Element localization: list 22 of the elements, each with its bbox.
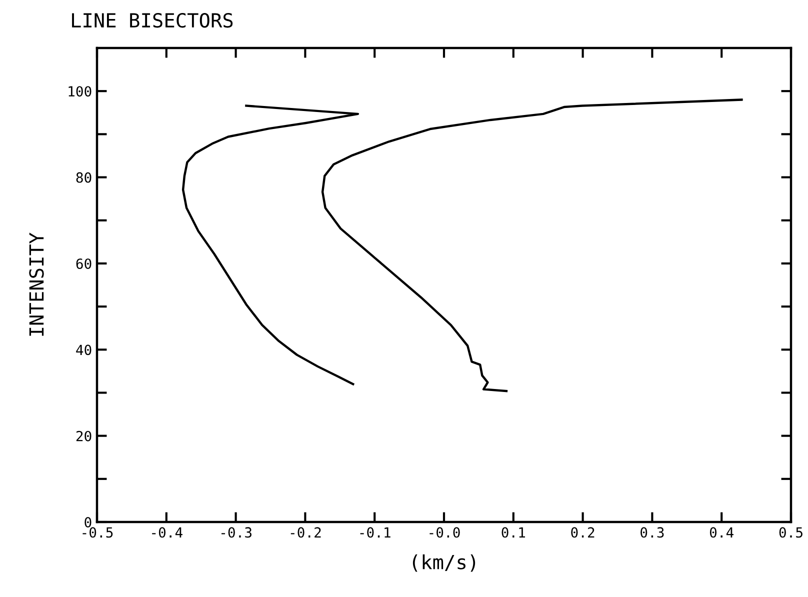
x-tick-label: -0.3 <box>221 527 252 538</box>
y-tick-label: 20 <box>76 430 92 442</box>
x-tick-label: -0.2 <box>290 527 321 538</box>
x-tick-label: 0.3 <box>640 527 664 538</box>
x-tick-label: -0.4 <box>152 527 182 538</box>
line-series <box>321 98 743 392</box>
y-axis-title: INTENSITY <box>29 232 44 336</box>
y-tick-label: 60 <box>76 258 92 269</box>
x-tick-label: -0.5 <box>82 527 113 538</box>
x-tick-label: 0.4 <box>710 527 734 538</box>
y-tick-label: 40 <box>76 344 92 356</box>
line-series <box>182 104 360 386</box>
x-tick-label: 0.2 <box>571 527 594 538</box>
y-tick-label: 100 <box>68 86 92 97</box>
x-tick-label: -0.1 <box>360 527 390 538</box>
x-axis-title: (km/s) <box>412 554 476 572</box>
x-tick-label: -0.0 <box>430 527 460 538</box>
y-tick-label: 0 <box>84 517 92 528</box>
x-tick-label: 0.1 <box>502 527 525 538</box>
y-tick-label: 80 <box>76 172 92 183</box>
x-tick-label: 0.5 <box>779 527 802 538</box>
chart-title: LINE BISECTORS <box>72 12 233 28</box>
